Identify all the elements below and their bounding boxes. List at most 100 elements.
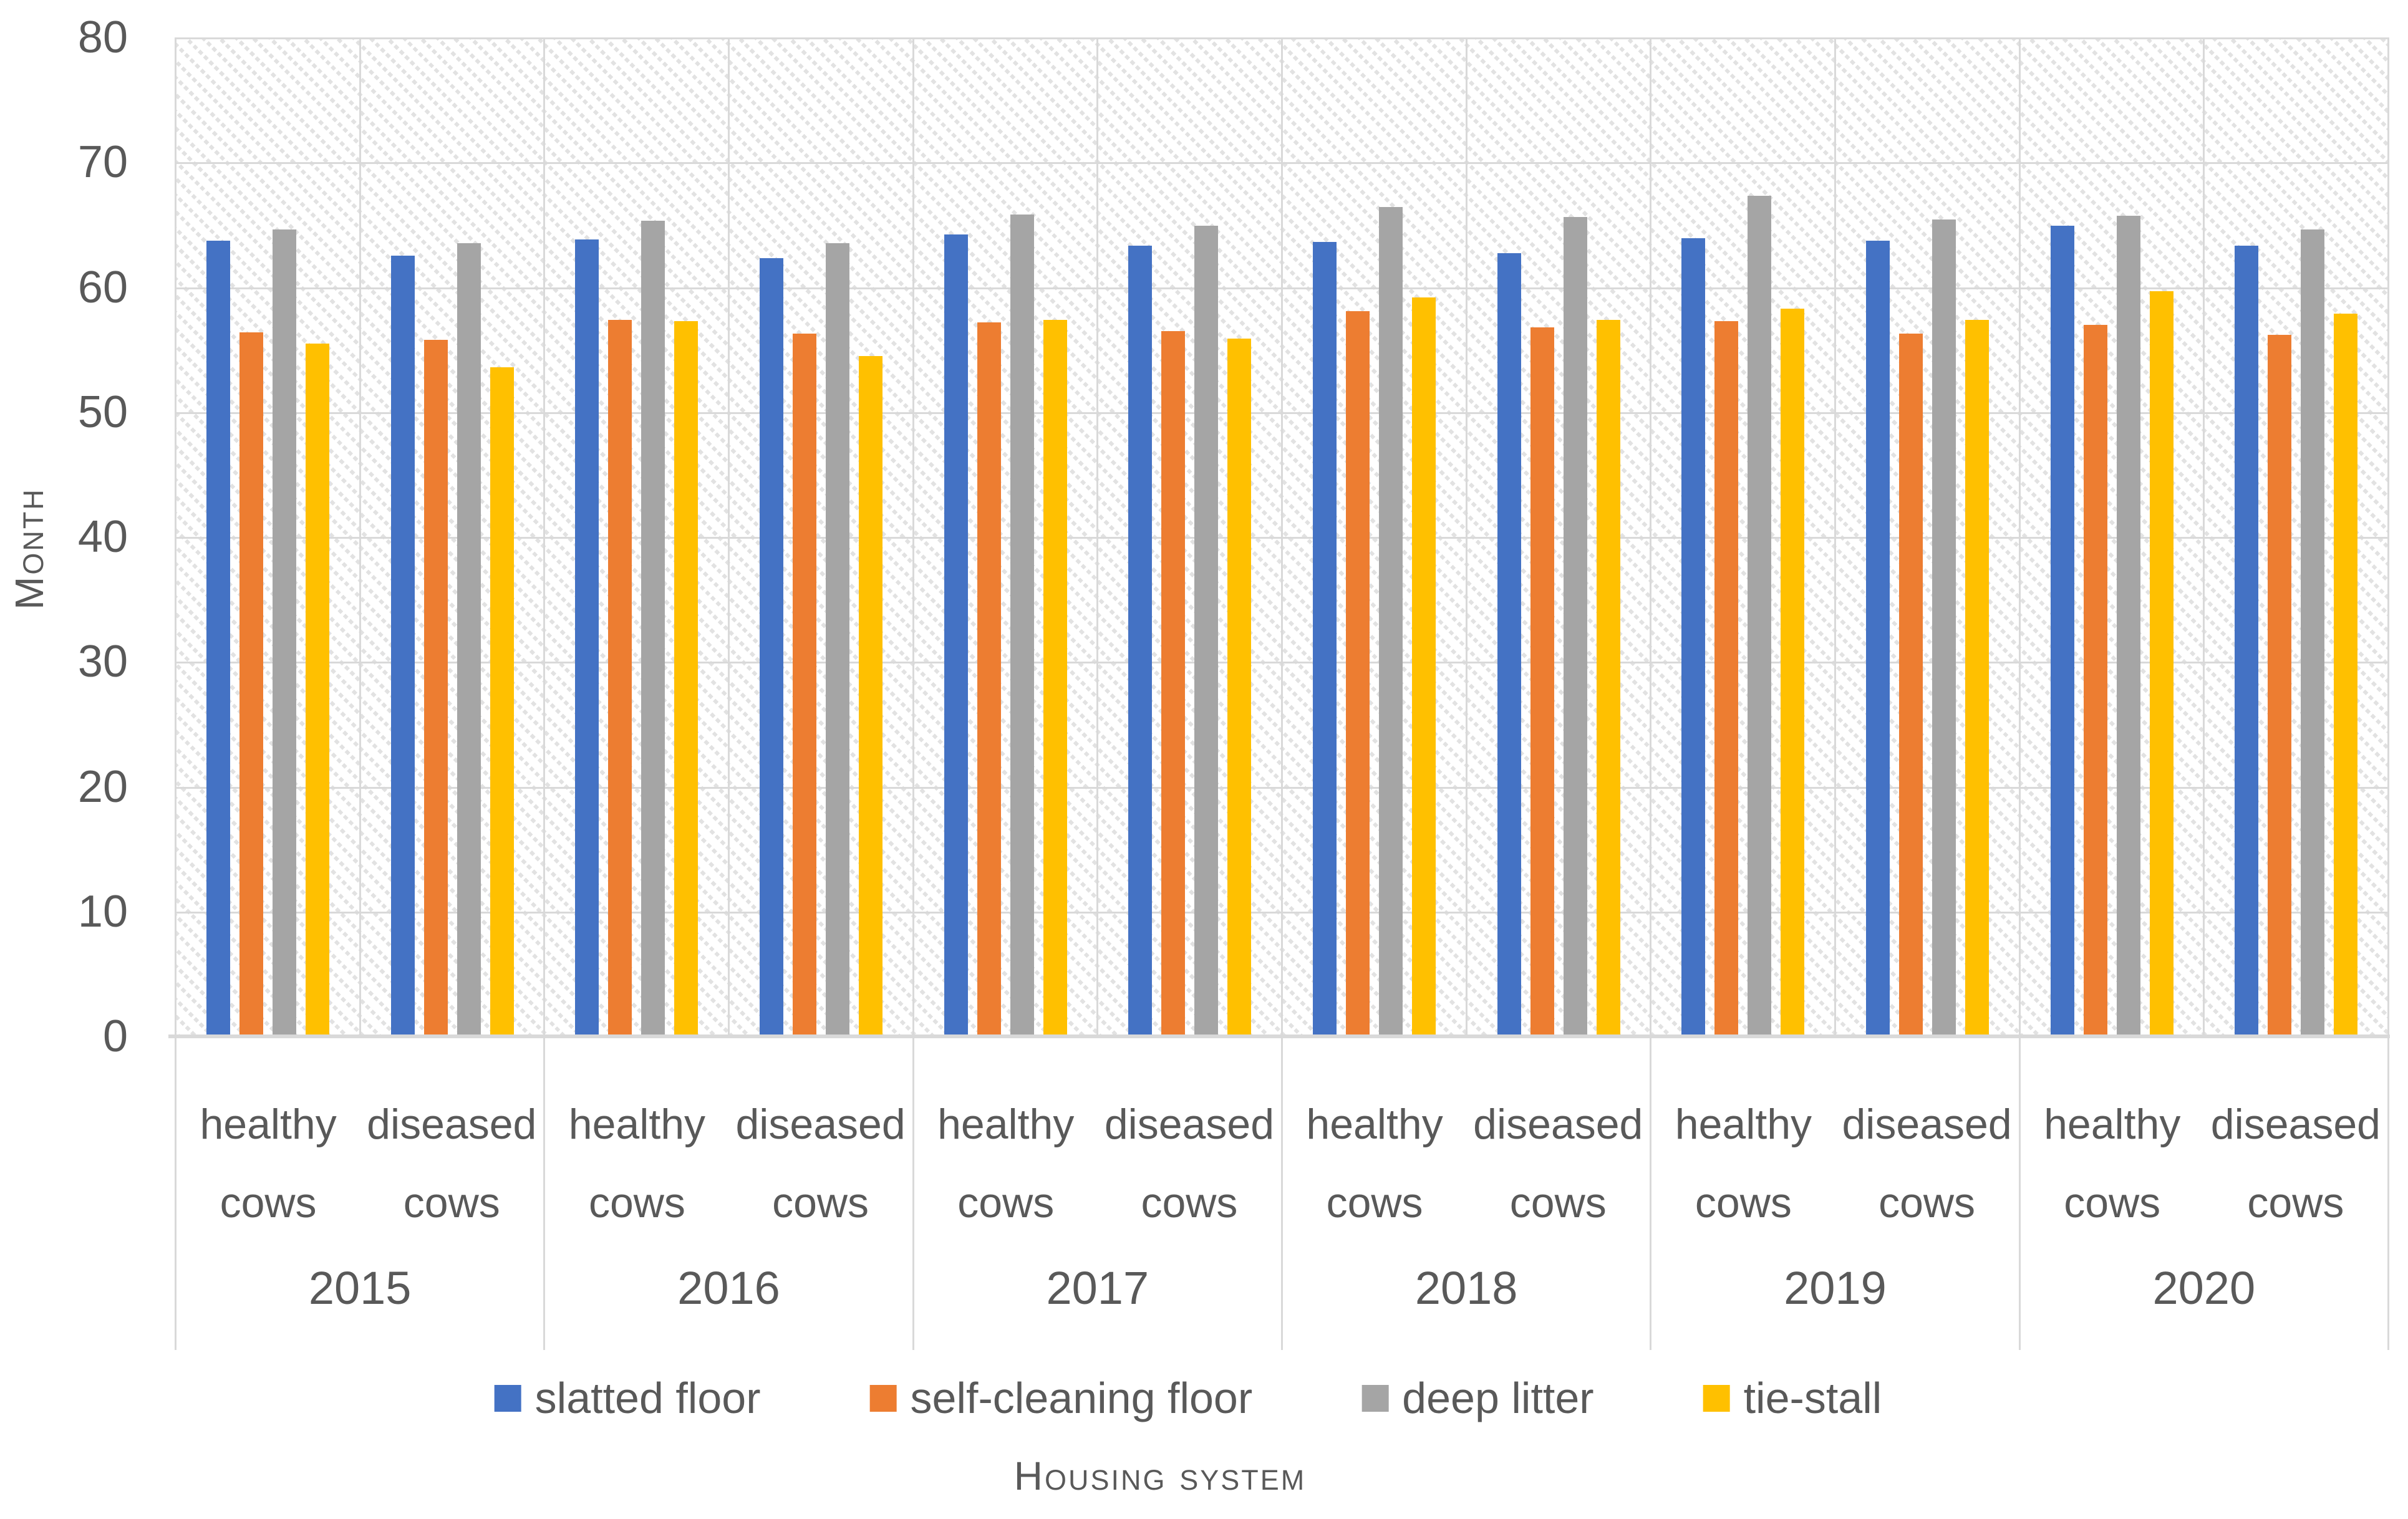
bar-self-cleaning-floor-2019-diseased-cows <box>1898 333 1923 1036</box>
bar-self-cleaning-floor-2020-healthy-cows <box>2083 324 2107 1036</box>
bar-cluster-2020-healthy-cows <box>2050 37 2173 1036</box>
condition-label-2020-diseased-cows: diseased cows <box>2204 1085 2387 1242</box>
condition-label-text: healthy cows <box>568 1101 706 1227</box>
bar-self-cleaning-floor-2018-healthy-cows <box>1345 311 1370 1036</box>
condition-label-row-2017: healthy cows diseased cows <box>914 1038 1281 1242</box>
bar-self-cleaning-floor-2015-diseased-cows <box>423 339 448 1036</box>
condition-label-2015-diseased-cows: diseased cows <box>360 1085 543 1242</box>
bar-deep-litter-2015-diseased-cows <box>457 243 481 1036</box>
condition-label-text: healthy cows <box>937 1101 1075 1227</box>
condition-label-2017-healthy-cows: healthy cows <box>914 1085 1098 1242</box>
condition-label-text: healthy cows <box>1306 1101 1443 1227</box>
bar-cluster-2015-diseased-cows <box>390 37 514 1036</box>
bar-slatted-floor-2019-diseased-cows <box>1865 241 1890 1036</box>
condition-label-text: healthy cows <box>2044 1101 2181 1227</box>
bar-cluster-2018-healthy-cows <box>1312 37 1436 1036</box>
condition-label-text: healthy cows <box>1675 1101 1812 1227</box>
y-tick-label-10: 10 <box>77 886 128 937</box>
bar-cluster-2016-diseased-cows <box>759 37 882 1036</box>
condition-label-text: diseased cows <box>2210 1101 2381 1227</box>
category-cell-2016-healthy-cows <box>545 37 730 1036</box>
y-tick-label-60: 60 <box>77 262 128 312</box>
bar-deep-litter-2017-diseased-cows <box>1194 226 1219 1036</box>
condition-label-text: diseased cows <box>735 1101 906 1227</box>
bar-deep-litter-2018-diseased-cows <box>1563 217 1587 1036</box>
bar-tie-stall-2015-diseased-cows <box>490 367 514 1036</box>
bar-self-cleaning-floor-2020-diseased-cows <box>2268 334 2292 1036</box>
bar-deep-litter-2016-healthy-cows <box>641 221 665 1036</box>
condition-label-text: healthy cows <box>200 1101 337 1227</box>
category-cell-2015-diseased-cows <box>361 37 546 1036</box>
year-label-2017: 2017 <box>1046 1262 1149 1314</box>
legend-item-self-cleaning-floor: self-cleaning floor <box>869 1373 1252 1423</box>
bar-slatted-floor-2017-diseased-cows <box>1128 246 1153 1036</box>
bar-slatted-floor-2016-healthy-cows <box>575 239 599 1036</box>
bar-cluster-2019-diseased-cows <box>1865 37 1989 1036</box>
y-tick-label-30: 30 <box>77 637 128 687</box>
category-cell-2016-diseased-cows <box>730 37 914 1036</box>
condition-label-text: diseased cows <box>367 1101 537 1227</box>
category-cell-2017-healthy-cows <box>914 37 1099 1036</box>
bar-tie-stall-2016-diseased-cows <box>858 355 882 1036</box>
bar-self-cleaning-floor-2016-healthy-cows <box>608 319 632 1036</box>
bar-cluster-2015-healthy-cows <box>206 37 329 1036</box>
year-label-2016: 2016 <box>677 1262 780 1314</box>
bar-slatted-floor-2015-diseased-cows <box>390 256 415 1036</box>
condition-label-row-2020: healthy cows diseased cows <box>2021 1038 2387 1242</box>
y-tick-label-0: 0 <box>102 1011 128 1061</box>
bar-cluster-2018-diseased-cows <box>1497 37 1620 1036</box>
bar-cluster-2017-healthy-cows <box>944 37 1067 1036</box>
bar-tie-stall-2017-healthy-cows <box>1043 319 1067 1036</box>
legend-swatch-self-cleaning-floor <box>869 1384 897 1412</box>
category-cell-2020-diseased-cows <box>2205 37 2390 1036</box>
bar-tie-stall-2016-healthy-cows <box>674 321 699 1036</box>
bar-cluster-2016-healthy-cows <box>575 37 699 1036</box>
bar-self-cleaning-floor-2019-healthy-cows <box>1714 321 1739 1036</box>
bar-tie-stall-2020-healthy-cows <box>2149 291 2173 1036</box>
category-label-band: healthy cows diseased cows 2015 healthy cow… <box>175 1038 2389 1350</box>
bar-self-cleaning-floor-2017-healthy-cows <box>977 322 1001 1036</box>
year-label-2020: 2020 <box>2152 1262 2256 1314</box>
legend-swatch-slatted-floor <box>494 1384 521 1412</box>
y-tick-label-20: 20 <box>77 761 128 812</box>
category-cell-2018-diseased-cows <box>1468 37 1652 1036</box>
category-cell-2019-diseased-cows <box>1836 37 2021 1036</box>
condition-label-2018-healthy-cows: healthy cows <box>1283 1085 1466 1242</box>
year-group-2015: healthy cows diseased cows 2015 <box>176 1038 546 1350</box>
bar-deep-litter-2019-diseased-cows <box>1932 219 1956 1036</box>
year-group-2018: healthy cows diseased cows 2018 <box>1283 1038 1652 1350</box>
bar-tie-stall-2015-healthy-cows <box>305 343 329 1036</box>
condition-label-2018-diseased-cows: diseased cows <box>1466 1085 1650 1242</box>
legend-label-deep-litter: deep litter <box>1402 1374 1594 1422</box>
year-label-2019: 2019 <box>1784 1262 1887 1314</box>
legend-swatch-deep-litter <box>1361 1384 1389 1412</box>
year-label-2018: 2018 <box>1414 1262 1518 1314</box>
y-tick-label-70: 70 <box>77 137 128 188</box>
year-label-2015: 2015 <box>308 1262 412 1314</box>
condition-label-2016-healthy-cows: healthy cows <box>545 1085 728 1242</box>
legend-label-slatted-floor: slatted floor <box>534 1374 761 1422</box>
y-tick-label-80: 80 <box>77 12 128 62</box>
bar-self-cleaning-floor-2018-diseased-cows <box>1530 327 1554 1036</box>
condition-label-2016-diseased-cows: diseased cows <box>729 1085 912 1242</box>
bar-tie-stall-2019-diseased-cows <box>1965 319 1989 1036</box>
bar-cluster-2017-diseased-cows <box>1128 37 1252 1036</box>
bar-self-cleaning-floor-2016-diseased-cows <box>792 333 816 1036</box>
condition-label-2020-healthy-cows: healthy cows <box>2021 1085 2204 1242</box>
bar-tie-stall-2020-diseased-cows <box>2334 313 2358 1036</box>
bar-deep-litter-2018-healthy-cows <box>1378 207 1403 1036</box>
bar-slatted-floor-2017-healthy-cows <box>944 234 968 1036</box>
legend-swatch-tie-stall <box>1703 1384 1730 1412</box>
bar-slatted-floor-2018-diseased-cows <box>1497 253 1521 1036</box>
bar-tie-stall-2017-diseased-cows <box>1227 338 1252 1036</box>
year-group-2016: healthy cows diseased cows 2016 <box>545 1038 914 1350</box>
bar-tie-stall-2018-diseased-cows <box>1596 319 1620 1036</box>
y-tick-label-50: 50 <box>77 387 128 437</box>
condition-label-2019-healthy-cows: healthy cows <box>1651 1085 1835 1242</box>
bar-deep-litter-2019-healthy-cows <box>1748 196 1772 1036</box>
bar-slatted-floor-2020-healthy-cows <box>2050 226 2074 1036</box>
condition-label-text: diseased cows <box>1473 1101 1643 1227</box>
category-cell-2018-healthy-cows <box>1283 37 1468 1036</box>
bar-slatted-floor-2016-diseased-cows <box>759 258 783 1036</box>
bar-tie-stall-2018-healthy-cows <box>1411 297 1436 1036</box>
